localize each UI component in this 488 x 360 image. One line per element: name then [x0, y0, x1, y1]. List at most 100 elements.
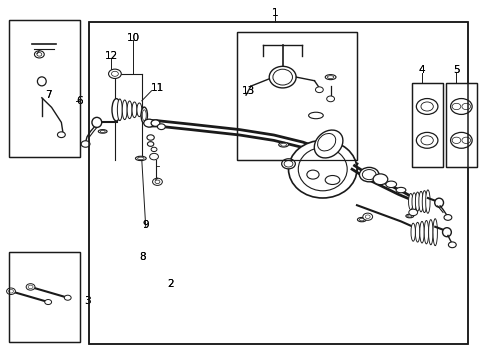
Circle shape	[149, 153, 158, 160]
Bar	[9, 252, 80, 342]
Text: 2: 2	[166, 279, 173, 289]
Ellipse shape	[451, 103, 460, 110]
Ellipse shape	[411, 193, 415, 210]
Bar	[9, 20, 80, 157]
Text: 3: 3	[83, 296, 90, 306]
Text: 8: 8	[139, 252, 146, 262]
Ellipse shape	[157, 124, 165, 130]
Ellipse shape	[415, 192, 419, 211]
Circle shape	[362, 213, 372, 220]
Text: 5: 5	[452, 65, 459, 75]
Ellipse shape	[325, 175, 339, 184]
Ellipse shape	[314, 130, 342, 158]
Ellipse shape	[408, 194, 412, 210]
Ellipse shape	[407, 215, 411, 217]
Ellipse shape	[420, 136, 432, 145]
Ellipse shape	[418, 192, 422, 212]
Text: 11: 11	[150, 83, 164, 93]
Ellipse shape	[461, 103, 469, 110]
Ellipse shape	[122, 100, 127, 120]
Bar	[89, 22, 467, 344]
Circle shape	[6, 288, 16, 294]
Text: 1: 1	[271, 8, 278, 18]
Ellipse shape	[141, 107, 147, 123]
Text: 4: 4	[417, 65, 424, 75]
Ellipse shape	[410, 223, 414, 241]
Ellipse shape	[269, 66, 296, 88]
Circle shape	[64, 295, 71, 300]
Ellipse shape	[357, 217, 366, 222]
Text: 7: 7	[44, 90, 51, 100]
Text: 7: 7	[44, 90, 51, 100]
Text: 2: 2	[166, 279, 173, 289]
Ellipse shape	[434, 198, 443, 207]
Text: 3: 3	[83, 296, 90, 306]
Ellipse shape	[98, 130, 107, 133]
Circle shape	[447, 242, 455, 248]
Ellipse shape	[92, 117, 102, 127]
Ellipse shape	[359, 218, 364, 221]
Ellipse shape	[298, 148, 346, 191]
Ellipse shape	[100, 130, 105, 132]
Circle shape	[58, 132, 65, 138]
Circle shape	[365, 215, 369, 219]
Ellipse shape	[147, 141, 153, 146]
Ellipse shape	[284, 161, 292, 167]
Ellipse shape	[37, 77, 46, 86]
Ellipse shape	[461, 137, 469, 144]
Circle shape	[155, 180, 160, 184]
Text: 10: 10	[126, 33, 139, 43]
Bar	[9, 252, 80, 342]
Bar	[237, 32, 356, 160]
Circle shape	[408, 209, 417, 216]
Ellipse shape	[272, 69, 292, 85]
Text: 13: 13	[241, 86, 255, 96]
Ellipse shape	[306, 170, 319, 179]
Ellipse shape	[451, 137, 460, 144]
Circle shape	[108, 69, 121, 78]
Bar	[445, 83, 476, 167]
Ellipse shape	[362, 170, 375, 180]
Ellipse shape	[405, 214, 413, 218]
Ellipse shape	[112, 99, 121, 121]
Ellipse shape	[449, 99, 471, 114]
Bar	[445, 83, 476, 167]
Circle shape	[81, 141, 90, 147]
Text: 11: 11	[150, 83, 164, 93]
Ellipse shape	[151, 147, 157, 152]
Bar	[411, 83, 442, 167]
Ellipse shape	[419, 221, 423, 243]
Circle shape	[26, 284, 35, 290]
Ellipse shape	[422, 191, 426, 212]
Bar	[9, 20, 80, 157]
Text: 12: 12	[104, 51, 118, 61]
Circle shape	[45, 300, 52, 305]
Text: 9: 9	[142, 220, 149, 230]
Ellipse shape	[317, 134, 335, 151]
Ellipse shape	[135, 156, 146, 161]
Ellipse shape	[142, 110, 146, 121]
Ellipse shape	[327, 76, 333, 78]
Ellipse shape	[415, 222, 419, 242]
Ellipse shape	[372, 174, 387, 185]
Ellipse shape	[151, 120, 160, 126]
Circle shape	[28, 285, 33, 289]
Text: 5: 5	[452, 65, 459, 75]
Ellipse shape	[132, 102, 137, 118]
Text: 10: 10	[126, 33, 139, 43]
Ellipse shape	[308, 112, 323, 119]
Circle shape	[34, 51, 44, 58]
Circle shape	[443, 215, 451, 220]
Ellipse shape	[143, 119, 154, 127]
Circle shape	[326, 96, 334, 102]
Ellipse shape	[325, 75, 335, 80]
Bar	[89, 22, 467, 344]
Ellipse shape	[281, 159, 295, 169]
Ellipse shape	[425, 190, 429, 213]
Ellipse shape	[420, 102, 432, 111]
Ellipse shape	[427, 220, 432, 245]
Ellipse shape	[127, 101, 132, 119]
Circle shape	[315, 87, 323, 93]
Text: 6: 6	[76, 96, 82, 106]
Ellipse shape	[385, 181, 396, 188]
